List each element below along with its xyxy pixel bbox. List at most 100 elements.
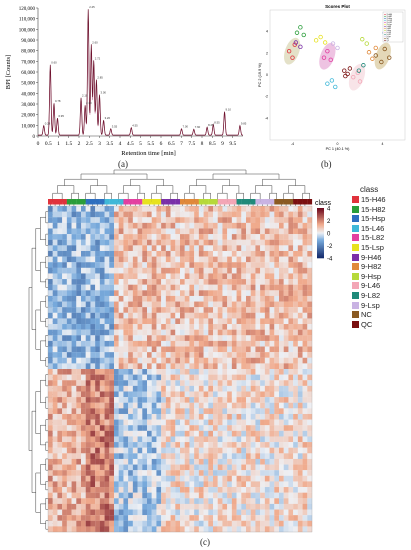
heatmap-cell xyxy=(151,273,157,280)
heatmap-cell xyxy=(137,464,143,471)
heatmap-cell xyxy=(283,239,289,246)
heatmap-cell xyxy=(208,458,214,465)
colorbar-tick-label: 0 xyxy=(327,232,331,238)
heatmap-cell xyxy=(213,228,218,235)
class-annotation-cell xyxy=(62,199,67,205)
pca-title: Scores Plot xyxy=(325,4,350,9)
heatmap-cell xyxy=(57,222,63,229)
heatmap-cell xyxy=(99,515,105,521)
heatmap-cell xyxy=(217,430,223,437)
heatmap-cell xyxy=(175,346,181,353)
heatmap-cell xyxy=(184,402,190,409)
heatmap-cell xyxy=(71,318,77,325)
heatmap-cell xyxy=(48,239,53,246)
heatmap-cell xyxy=(137,492,143,499)
heatmap-cell xyxy=(95,256,100,263)
heatmap-cell xyxy=(99,324,105,330)
heatmap-cell xyxy=(81,363,86,370)
heatmap-cell xyxy=(52,374,58,381)
heatmap-cell xyxy=(208,425,214,431)
heatmap-cell xyxy=(132,397,138,403)
heatmap-cell xyxy=(227,515,232,521)
heatmap-cell xyxy=(114,352,119,358)
heatmap-cell xyxy=(231,413,237,420)
peak-label: 2.72 xyxy=(95,56,101,60)
heatmap-cell xyxy=(142,425,148,431)
heatmap-cell xyxy=(66,374,72,381)
heatmap-cell xyxy=(231,318,237,325)
legend-swatch xyxy=(352,224,359,232)
heatmap-cell xyxy=(222,487,228,493)
heatmap-cell xyxy=(250,464,256,471)
heatmap-cell xyxy=(217,340,223,347)
heatmap-cell xyxy=(142,436,148,443)
heatmap-cell xyxy=(288,374,294,381)
heatmap-cell xyxy=(189,295,195,302)
heatmap-cell xyxy=(222,413,228,420)
heatmap-cell xyxy=(114,475,119,482)
heatmap-cell xyxy=(85,385,91,392)
heatmap-cell xyxy=(104,419,110,426)
heatmap-cell xyxy=(137,436,143,443)
column-dendrogram-branch xyxy=(222,185,240,194)
heatmap-cell xyxy=(283,301,289,308)
heatmap-cell xyxy=(231,239,237,246)
colorbar-segment xyxy=(317,228,324,230)
heatmap-cell xyxy=(151,413,157,420)
heatmap-cell xyxy=(231,290,237,297)
heatmap-cell xyxy=(62,352,67,358)
heatmap-cell xyxy=(109,442,115,448)
heatmap-cell xyxy=(156,402,162,409)
heatmap-cell xyxy=(128,290,133,297)
heatmap-cell xyxy=(95,391,100,398)
pca-point xyxy=(366,50,372,55)
heatmap-cell xyxy=(137,391,143,398)
heatmap-cell xyxy=(203,352,209,358)
heatmap-cell xyxy=(217,419,223,426)
heatmap-cell xyxy=(307,470,313,476)
heatmap-cell xyxy=(71,515,77,521)
heatmap-cell xyxy=(297,374,303,381)
heatmap-cell xyxy=(175,228,181,235)
heatmap-cell xyxy=(208,301,214,308)
heatmap-cell xyxy=(57,329,63,336)
heatmap-cell xyxy=(161,374,166,381)
heatmap-cell xyxy=(161,369,166,375)
heatmap-cell xyxy=(128,363,133,370)
heatmap-cell xyxy=(71,340,77,347)
heatmap-cell xyxy=(194,526,199,533)
heatmap-cell xyxy=(161,295,166,302)
heatmap-cell xyxy=(123,487,129,493)
heatmap-cell xyxy=(62,380,67,386)
heatmap-cell xyxy=(189,503,195,510)
class-annotation-cell xyxy=(137,199,143,205)
heatmap-cell xyxy=(198,307,204,313)
heatmap-cell xyxy=(274,318,280,325)
heatmap-cell xyxy=(250,397,256,403)
heatmap-cell xyxy=(198,475,204,482)
confidence-ellipse xyxy=(319,42,336,70)
heatmap-cell xyxy=(227,487,232,493)
heatmap-cell xyxy=(161,492,166,499)
heatmap-cell xyxy=(81,307,86,313)
heatmap-cell xyxy=(231,470,237,476)
heatmap-cell xyxy=(85,481,91,488)
heatmap-cell xyxy=(288,385,294,392)
heatmap-cell xyxy=(142,509,148,516)
heatmap-cell xyxy=(255,267,261,274)
heatmap-cell xyxy=(189,369,195,375)
legend-item: 9-Hsp xyxy=(352,272,381,281)
colorbar-segment xyxy=(317,250,324,253)
heatmap-cell xyxy=(180,492,185,499)
heatmap-cell xyxy=(118,262,124,268)
heatmap-cell xyxy=(184,430,190,437)
heatmap-cell xyxy=(132,436,138,443)
heatmap-cell xyxy=(297,397,303,403)
heatmap-cell xyxy=(81,206,86,212)
heatmap-cell xyxy=(260,318,265,325)
heatmap-cell xyxy=(241,430,247,437)
heatmap-cell xyxy=(156,385,162,392)
heatmap-cell xyxy=(76,312,82,319)
heatmap-cell xyxy=(180,481,185,488)
